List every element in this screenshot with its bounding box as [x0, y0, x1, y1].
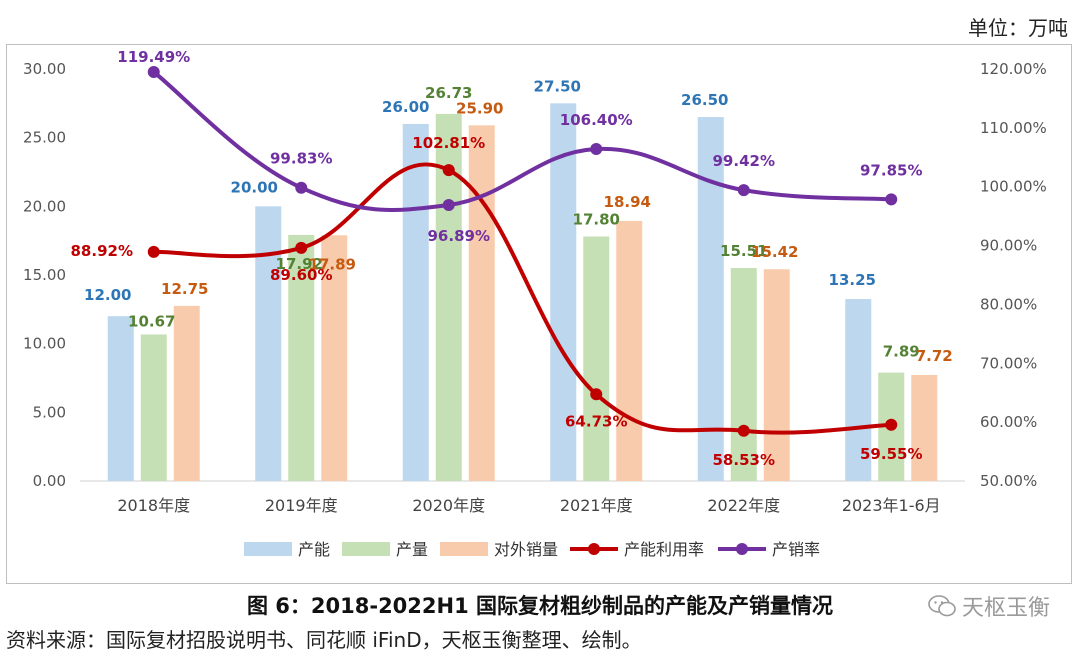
point-sellthrough: [885, 193, 898, 206]
right-axis-tick: 110.00%: [980, 119, 1047, 137]
point-sellthrough: [737, 184, 750, 197]
point-sellthrough: [295, 181, 308, 194]
bar-output: [288, 234, 315, 481]
bar-label-capacity: 27.50: [534, 77, 581, 95]
right-axis-tick: 90.00%: [980, 237, 1037, 255]
watermark-text: 天枢玉衡: [961, 596, 1050, 621]
bar-label-capacity: 13.25: [829, 271, 876, 289]
legend-swatch-marker: [588, 543, 600, 555]
line-label-utilization: 58.53%: [713, 451, 775, 469]
point-sellthrough: [590, 143, 603, 156]
left-axis-tick: 10.00: [23, 335, 66, 353]
point-utilization: [737, 424, 750, 437]
bar-capacity: [550, 103, 577, 481]
bar-label-capacity: 26.00: [382, 98, 429, 116]
figure-caption: 图 6：2018-2022H1 国际复材粗纱制品的产能及产销量情况: [246, 594, 834, 618]
bar-label-sales: 18.94: [604, 193, 651, 211]
left-axis-tick: 5.00: [33, 403, 66, 421]
point-sellthrough: [442, 199, 455, 212]
bar-sales: [616, 220, 643, 481]
chart-frame: [6, 44, 1072, 584]
legend-label: 对外销量: [494, 540, 558, 559]
line-label-sellthrough: 119.49%: [117, 48, 190, 66]
bar-label-output: 7.89: [883, 343, 920, 361]
bar-sales: [321, 235, 348, 481]
line-label-utilization: 102.81%: [412, 134, 485, 152]
bar-capacity: [402, 123, 429, 481]
right-axis-tick: 100.00%: [980, 178, 1047, 196]
category-label: 2018年度: [117, 496, 190, 515]
point-utilization: [147, 245, 160, 258]
bar-sales: [173, 305, 200, 481]
line-label-sellthrough: 99.83%: [270, 150, 332, 168]
bar-sales: [468, 125, 495, 481]
wechat-icon: [928, 595, 956, 617]
bar-label-output: 10.67: [128, 312, 175, 330]
category-label: 2021年度: [560, 496, 633, 515]
bar-capacity: [845, 299, 872, 481]
watermark: 天枢玉衡: [928, 590, 1050, 622]
line-label-utilization: 64.73%: [565, 412, 627, 430]
bar-sales: [763, 269, 790, 481]
bar-label-output: 15.51: [720, 242, 767, 260]
bar-output: [140, 334, 167, 481]
legend-label: 产能: [298, 540, 330, 559]
legend-swatch-bar: [440, 542, 488, 556]
bar-capacity: [697, 117, 724, 482]
point-utilization: [442, 164, 455, 177]
bar-capacity: [107, 316, 134, 481]
line-label-utilization: 89.60%: [270, 266, 332, 284]
left-axis-tick: 30.00: [23, 60, 66, 78]
point-utilization: [885, 418, 898, 431]
bar-label-output: 17.80: [573, 211, 620, 229]
category-label: 2022年度: [707, 496, 780, 515]
category-label: 2023年1-6月: [842, 496, 941, 515]
line-label-sellthrough: 99.42%: [713, 152, 775, 170]
right-axis-tick: 60.00%: [980, 413, 1037, 431]
bar-label-capacity: 26.50: [681, 91, 728, 109]
left-axis-tick: 25.00: [23, 129, 66, 147]
line-label-sellthrough: 96.89%: [428, 227, 490, 245]
bar-label-sales: 12.75: [161, 280, 208, 298]
line-label-utilization: 59.55%: [860, 445, 922, 463]
bar-output: [583, 236, 610, 481]
bar-label-capacity: 12.00: [84, 286, 131, 304]
line-label-utilization: 88.92%: [71, 242, 133, 260]
point-utilization: [590, 388, 603, 401]
source-note: 资料来源：国际复材招股说明书、同花顺 iFinD，天枢玉衡整理、绘制。: [6, 628, 642, 652]
legend-swatch-bar: [342, 542, 390, 556]
bar-label-sales: 17.89: [309, 255, 356, 273]
bar-capacity: [255, 206, 282, 482]
legend-swatch-marker: [736, 543, 748, 555]
bar-label-output: 17.92: [276, 255, 323, 273]
right-axis-tick: 70.00%: [980, 354, 1037, 372]
combo-chart: 0.00 5.00 10.00 15.00 20.00 25.00 30.00 50.00% 6…: [23, 48, 1047, 559]
bar-label-sales: 25.90: [456, 99, 503, 117]
point-sellthrough: [147, 66, 160, 79]
right-axis-tick: 120.00%: [980, 60, 1047, 78]
right-axis-tick: 80.00%: [980, 295, 1037, 313]
left-axis-tick: 20.00: [23, 197, 66, 215]
bar-label-output: 26.73: [425, 84, 472, 102]
point-utilization: [295, 241, 308, 254]
category-label: 2020年度: [412, 496, 485, 515]
right-axis-tick: 50.00%: [980, 472, 1037, 490]
category-label: 2019年度: [265, 496, 338, 515]
bar-label-sales: 7.72: [916, 347, 953, 365]
bar-output: [730, 267, 757, 481]
legend-label: 产销率: [772, 540, 820, 559]
bar-label-capacity: 20.00: [231, 178, 278, 196]
unit-label: 单位：万吨: [968, 16, 1068, 40]
line-sellthrough: [152, 70, 892, 212]
line-label-sellthrough: 106.40%: [560, 111, 633, 129]
left-axis-tick: 0.00: [33, 472, 66, 490]
legend-label: 产量: [396, 540, 428, 559]
bar-sales: [911, 374, 938, 481]
left-axis-tick: 15.00: [23, 266, 66, 284]
legend-swatch-bar: [244, 542, 292, 556]
bar-label-sales: 15.42: [751, 243, 798, 261]
line-label-sellthrough: 97.85%: [860, 161, 922, 179]
legend-label: 产能利用率: [624, 540, 704, 559]
